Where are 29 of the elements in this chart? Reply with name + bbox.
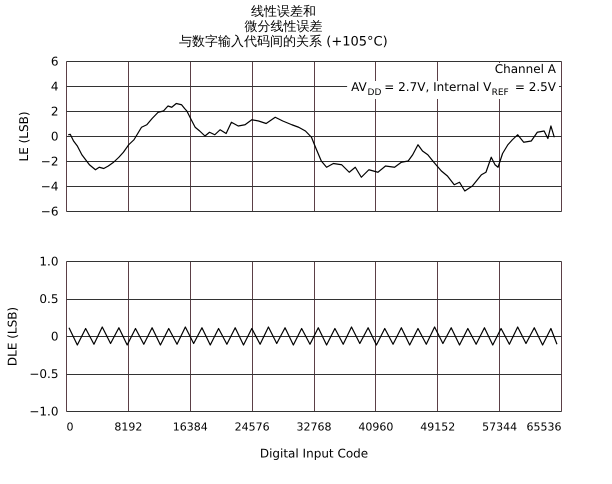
x-axis-title: Digital Input Code [260, 446, 368, 460]
x-tick-label: 24576 [234, 420, 270, 434]
y-tick-label: −6 [40, 204, 58, 218]
y-tick-label: 1.0 [39, 254, 58, 268]
y-axis-title: DLE (LSB) [5, 306, 20, 366]
x-tick-label: 65536 [526, 420, 562, 434]
y-axis-title: LE (LSB) [16, 112, 31, 162]
x-tick-label: 16384 [172, 420, 208, 434]
y-tick-label: −4 [40, 180, 58, 194]
annotation: Channel A [494, 62, 557, 76]
y-tick-label: 0 [50, 330, 58, 344]
line-series [68, 102, 555, 192]
x-tick-label: 8192 [114, 420, 142, 434]
y-tick-label: 4 [50, 80, 58, 94]
x-tick-label: 40960 [358, 420, 394, 434]
y-tick-label: −1.0 [29, 404, 58, 418]
x-tick-label: 0 [66, 420, 74, 434]
x-tick-label: 32768 [296, 420, 332, 434]
y-tick-label: −2 [40, 154, 58, 168]
y-tick-label: −0.5 [29, 367, 58, 381]
chart-subtitle: 与数字输入代码间的关系 (+105°C) [179, 34, 388, 50]
x-tick-label: 57344 [482, 420, 518, 434]
y-tick-label: 2 [50, 104, 58, 118]
y-tick-label: 6 [50, 54, 58, 68]
x-tick-label: 49152 [420, 420, 456, 434]
chart-title: 线性误差和微分线性误差 [244, 4, 322, 34]
y-tick-label: 0.5 [39, 292, 58, 306]
y-tick-label: 0 [50, 130, 58, 144]
line-series [68, 326, 558, 346]
